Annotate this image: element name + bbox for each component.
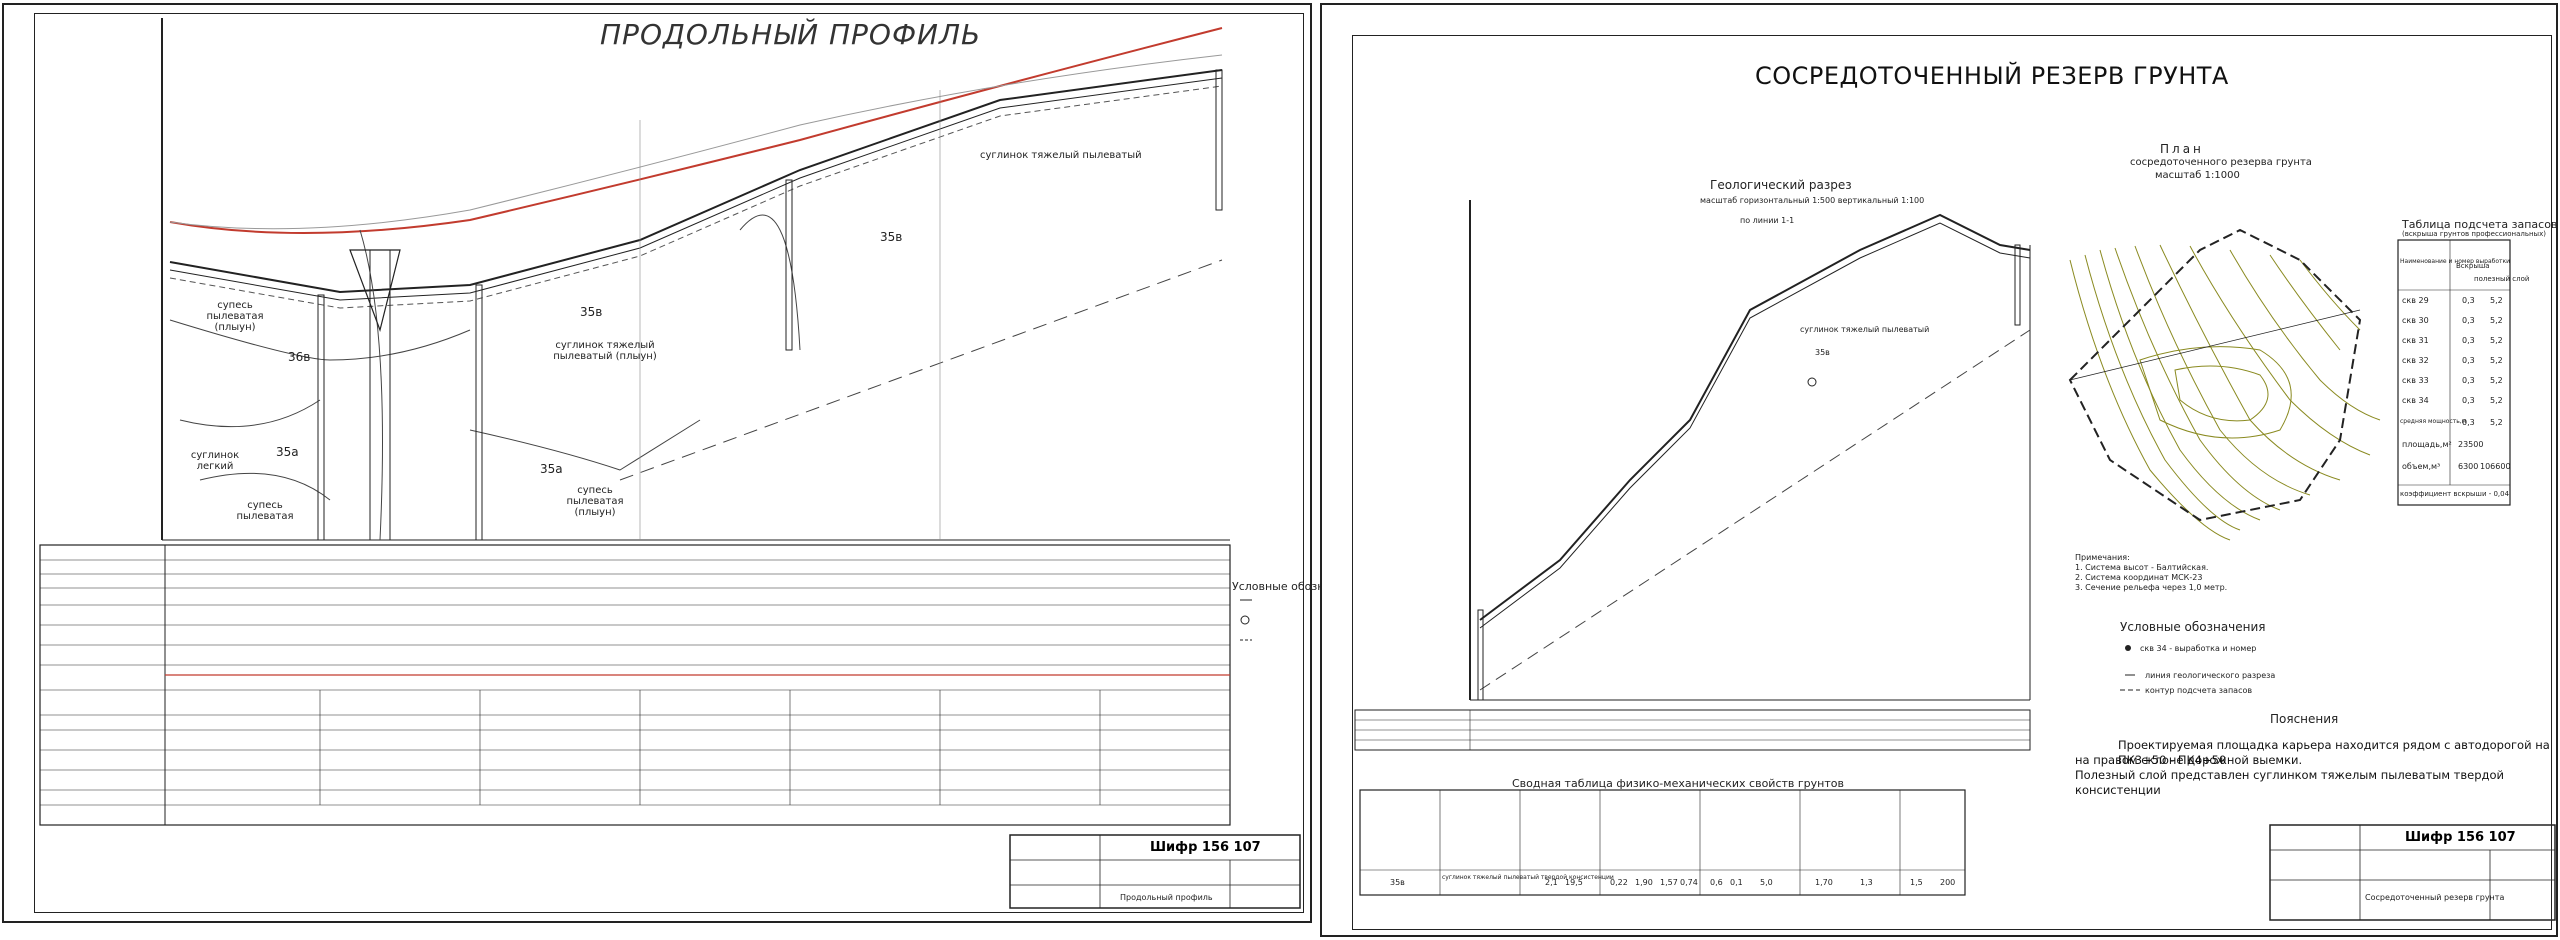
note-1: Примечания: [2075,553,2130,562]
cell-useful: 5,2 [2490,418,2503,427]
geo-soil-label: суглинок тяжелый пылеватый [1800,325,1930,334]
cell-useful: 106600 [2480,462,2511,471]
cell-name: объем,м³ [2402,462,2441,471]
cell-name: скв 30 [2402,316,2429,325]
plan-subtitle: сосредоточенного резерва грунта [2130,157,2312,168]
cell-name: скв 31 [2402,336,2429,345]
summary-cell-layer: 35в [1390,878,1405,887]
cell-name: скв 34 [2402,396,2429,405]
layer-number-2: 35а [276,445,299,459]
reserve-frame [1352,35,2552,930]
summary-cell-12: 1,70 [1815,878,1833,887]
summary-cell-8: 0,74 [1680,878,1698,887]
reserve-table-coef: коэффициент вскрыши - 0,04 [2400,490,2510,498]
geo-section-title: Геологический разрез [1710,178,1852,192]
reserve-table-subtitle: (вскрыша грунтов профессиональных) [2402,230,2546,238]
reserve-sheet [1320,3,2558,937]
cell-useful: 5,2 [2490,356,2503,365]
geo-layer: 35в [1815,348,1830,357]
summary-cell-10: 0,1 [1730,878,1743,887]
plan-scale: масштаб 1:1000 [2155,170,2240,181]
cell-name: площадь,м² [2402,440,2452,449]
cell-useful: 5,2 [2490,316,2503,325]
profile-drawing [39,18,1301,909]
soil-label-3: суглинок тяжелый пылеватый (плыун) [553,340,657,362]
geo-section-scale: масштаб горизонтальный 1:500 вертикальны… [1700,196,1925,205]
cell-strip: 0,3 [2462,336,2475,345]
summary-cell-15: 200 [1940,878,1956,887]
layer-number-3: 35в [580,305,603,319]
cell-name: скв 32 [2402,356,2429,365]
plan-title: План [2160,142,2204,156]
geo-section-line: по линии 1-1 [1740,216,1795,225]
reserve-table-header-3: полезный слой [2474,275,2530,283]
layer-number-1: 36в [288,350,311,364]
stamp-sheet-name-right: Сосредоточенный резерв грунта [2365,893,2505,902]
cell-strip: 0,3 [2462,376,2475,385]
explanation-line-2: на правом склоне дорожной выемки. [2075,753,2303,767]
stamp-sheet-name-left: Продольный профиль [1120,893,1213,902]
cell-strip: 0,3 [2462,396,2475,405]
profile-frame [34,13,1304,913]
soil-label-1: супесь пылеватая (плыун) [206,300,264,333]
cell-useful: 5,2 [2490,376,2503,385]
cell-strip: 0,3 [2462,356,2475,365]
cell-strip: 0,3 [2462,316,2475,325]
cell-strip: 0,3 [2462,296,2475,305]
summary-cell-11: 5,0 [1760,878,1773,887]
explanation-line-3: Полезный слой представлен суглинком тяже… [2075,768,2504,797]
summary-cell-soil: суглинок тяжелый пылеватый твердой конси… [1442,874,1614,881]
soil-label-6: супесь пылеватая [236,500,294,522]
cell-name: скв 29 [2402,296,2429,305]
reserve-title: СОСРЕДОТОЧЕННЫЙ РЕЗЕРВ ГРУНТА [1755,62,2229,90]
profile-title: ПРОДОЛЬНЫЙ ПРОФИЛЬ [600,18,982,51]
layer-number-5: 35а [540,462,563,476]
cell-useful: 5,2 [2490,296,2503,305]
summary-table-title: Сводная таблица физико-механических свой… [1512,777,1844,790]
legend-item-2: линия геологического разреза [2145,671,2276,680]
legend-item-1: скв 34 - выработка и номер [2140,644,2257,653]
soil-label-4: супесь пылеватая (плыун) [566,485,624,518]
cell-useful: 5,2 [2490,336,2503,345]
soil-label-5: суглинок тяжелый пылеватый [980,150,1142,161]
explanation-title: Пояснения [2270,712,2339,726]
reserve-table-header-1: Наименование и номер выработки [2400,258,2511,265]
cell-strip: 6300 [2458,462,2479,471]
summary-cell-6: 1,90 [1635,878,1653,887]
cell-name: скв 33 [2402,376,2429,385]
cell-strip: 0,3 [2462,418,2475,427]
reserve-table-header-2: Вскрыша [2456,262,2490,270]
note-4: 3. Сечение рельефа через 1,0 метр. [2075,583,2228,592]
cell-name: средняя мощность,м [2400,418,2467,425]
soil-label-2: суглинок легкий [190,450,240,472]
legend-item-3: контур подсчета запасов [2145,686,2253,695]
profile-sheet [2,3,1312,923]
legend-title-right: Условные обозначения [2120,620,2266,634]
reserve-table-title: Таблица подсчета запасов [2402,218,2558,231]
summary-cell-13: 1,3 [1860,878,1873,887]
note-3: 2. Система координат МСК-23 [2075,573,2203,582]
cell-useful: 5,2 [2490,396,2503,405]
cell-strip: 23500 [2458,440,2484,449]
explanation-line-1: Проектируемая площадка карьера находится… [2118,738,2550,767]
layer-number-4: 35в [880,230,903,244]
summary-cell-9: 0,6 [1710,878,1723,887]
summary-cell-4: 19,5 [1565,878,1583,887]
stamp-code-left: Шифр 156 107 [1150,840,1261,855]
summary-cell-7: 1,57 [1660,878,1678,887]
note-2: 1. Система высот - Балтийская. [2075,563,2209,572]
summary-cell-14: 1,5 [1910,878,1923,887]
stamp-code-right: Шифр 156 107 [2405,830,2516,845]
summary-cell-3: 2,1 [1545,878,1558,887]
summary-cell-5: 0,22 [1610,878,1628,887]
